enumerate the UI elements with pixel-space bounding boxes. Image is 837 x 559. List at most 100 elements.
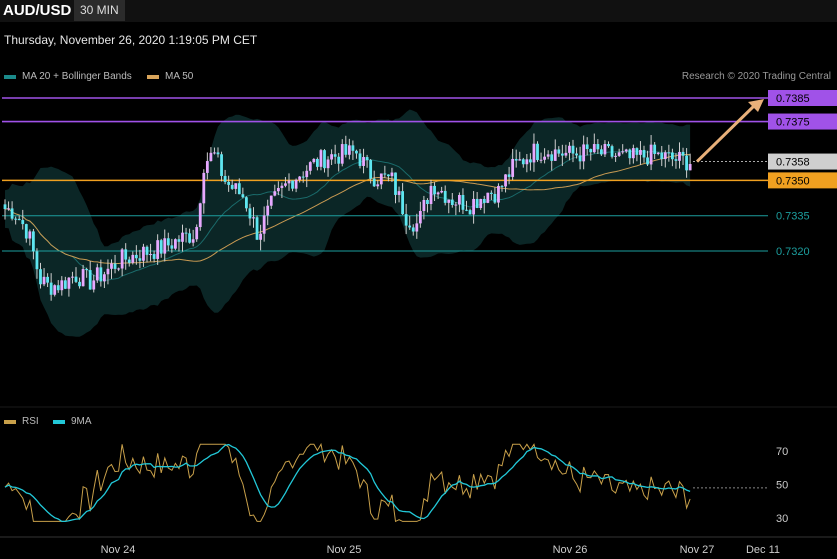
candle-body [383, 173, 387, 175]
candle-body [607, 144, 610, 147]
candle-body [656, 152, 660, 154]
candle-body [117, 268, 120, 270]
candle-body [369, 160, 373, 179]
symbol-label: AUD/USD [3, 2, 72, 19]
candle-body [237, 183, 241, 195]
candle-body [191, 239, 195, 243]
legend-ma20: MA 20 + Bollinger Bands [4, 71, 132, 82]
candle-body [450, 199, 454, 206]
candle-body [564, 152, 568, 156]
level-label-arrow [768, 93, 774, 103]
candle-body [241, 194, 245, 198]
candle-body [362, 157, 365, 166]
x-tick-label: Nov 26 [553, 544, 588, 556]
timeframe-badge[interactable]: 30 MIN [74, 0, 125, 21]
level-label-bg [768, 172, 837, 189]
candle-body [621, 151, 625, 153]
candle-body [546, 154, 550, 157]
candle-body [671, 152, 674, 160]
candle-body [678, 151, 681, 161]
legend-rsi: RSI [4, 416, 39, 427]
candle-body [600, 149, 603, 155]
candle-body [543, 156, 546, 160]
candle-body [103, 274, 106, 282]
legend-label: MA 20 + Bollinger Bands [22, 71, 132, 82]
candle-body [113, 263, 117, 269]
candle-body [628, 149, 632, 159]
candle-body [408, 225, 412, 228]
candle-body [660, 152, 664, 160]
candle-body [95, 267, 99, 281]
projection-arrowhead [748, 99, 764, 112]
candle-body [624, 149, 628, 152]
legend-label: 9MA [71, 416, 92, 427]
candle-body [291, 180, 294, 189]
candle-body [458, 194, 461, 205]
candle-body [259, 233, 262, 240]
ma20-line [4, 150, 691, 281]
level-label-bg [768, 90, 837, 106]
candle-body [74, 276, 78, 282]
candle-body [589, 149, 593, 153]
candle-body [536, 143, 539, 161]
candle-body [99, 267, 103, 282]
legend-swatch [147, 74, 159, 79]
candle-body [525, 159, 529, 165]
candle-body [71, 276, 74, 278]
candle-body [500, 185, 504, 187]
candle-body [78, 281, 81, 287]
candle-body [298, 176, 302, 180]
candle-body [518, 159, 522, 161]
x-tick-label: Dec 11 [746, 544, 780, 556]
projection-arrow [695, 102, 758, 163]
rsi-tick-label: 50 [776, 480, 788, 492]
candle-body [42, 276, 46, 285]
candle-body [521, 159, 525, 165]
candle-body [245, 197, 248, 209]
candle-body [92, 280, 96, 290]
candle-body [571, 145, 575, 154]
rsi-tick-label: 70 [776, 446, 788, 458]
candle-body [447, 199, 451, 203]
candle-body [85, 269, 89, 271]
candle-body [308, 162, 312, 171]
candle-body [49, 282, 53, 295]
candle-body [674, 159, 678, 161]
candle-body [681, 151, 685, 156]
chart-header: AUD/USD 30 MIN [0, 0, 837, 22]
candle-body [131, 254, 135, 263]
candle-body [539, 159, 543, 161]
legend-swatch [4, 74, 16, 79]
candle-body [319, 150, 323, 167]
candle-body [355, 150, 358, 154]
candle-body [177, 239, 181, 242]
candle-body [472, 198, 475, 215]
candle-body [149, 254, 152, 256]
level-label: 0.7375 [776, 117, 810, 129]
candle-body [486, 192, 490, 203]
candle-body [234, 183, 238, 189]
candle-body [337, 156, 341, 164]
candle-body [443, 190, 447, 203]
candle-body [667, 152, 671, 154]
candle-body [617, 152, 621, 156]
candle-body [273, 191, 277, 196]
candle-body [390, 172, 394, 177]
candle-body [578, 155, 582, 162]
candle-body [134, 254, 138, 259]
candle-body [489, 192, 493, 194]
candle-body [568, 145, 571, 153]
candle-body [436, 192, 440, 195]
candle-body [529, 159, 532, 163]
candle-body [7, 208, 10, 210]
candle-body [557, 149, 561, 154]
candle-body [248, 208, 252, 219]
candle-body [592, 144, 596, 153]
candle-body [21, 220, 25, 225]
candle-body [422, 199, 426, 211]
x-tick-label: Nov 25 [327, 544, 362, 556]
candle-body [511, 158, 515, 177]
candle-body [440, 190, 444, 193]
candle-body [433, 185, 436, 195]
